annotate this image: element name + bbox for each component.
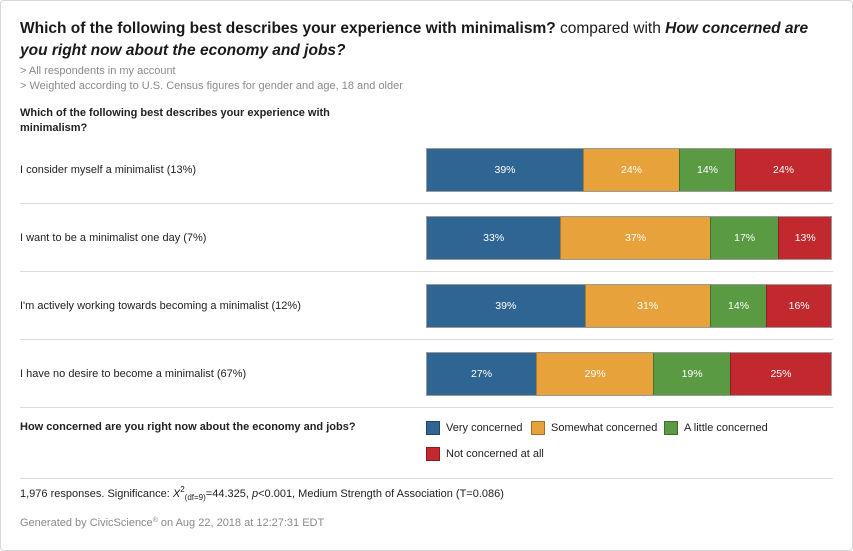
stacked-bar: 39% 31% 14% 16% [426, 284, 832, 328]
legend-swatch [531, 421, 545, 435]
stacked-bar: 39% 24% 14% 24% [426, 148, 832, 192]
legend-item[interactable]: Very concerned [426, 421, 522, 435]
legend-label: Not concerned at all [446, 448, 544, 460]
footer-prefix: Generated by CivicScience [20, 517, 153, 529]
registered-mark: ® [152, 517, 158, 524]
p-label: p [251, 488, 259, 500]
data-label: 37% [625, 232, 647, 244]
bar-segment[interactable]: 14% [709, 285, 767, 327]
title-row-question: Which of the following best describes yo… [20, 20, 556, 37]
data-label: 13% [794, 232, 816, 244]
filter-note: > All respondents in my account [20, 65, 176, 77]
data-label: 39% [494, 164, 516, 176]
legend-label: A little concerned [684, 422, 768, 434]
significance-text: 1,976 responses. Significance: X2(df=9)=… [20, 485, 504, 502]
legend-swatch [426, 447, 440, 461]
p-value: <0.001, Medium Strength of Association (… [258, 488, 504, 500]
data-label: 14% [696, 164, 718, 176]
bar-segment[interactable]: 33% [427, 217, 561, 259]
footer-suffix: on Aug 22, 2018 at 12:27:31 EDT [157, 517, 325, 529]
legend-item[interactable]: A little concerned [664, 421, 768, 435]
data-label: 14% [728, 300, 750, 312]
row-label: I want to be a minimalist one day (7%) [20, 232, 207, 244]
row-label: I consider myself a minimalist (13%) [20, 164, 197, 176]
bar-segment[interactable]: 13% [778, 217, 831, 259]
title-column-question: How concerned are you right now about th… [20, 20, 809, 59]
footer: Generated by CivicScience® on Aug 22, 20… [20, 517, 324, 529]
bar-segment[interactable]: 16% [766, 285, 831, 327]
legend-swatch [426, 421, 440, 435]
row-divider [20, 271, 833, 272]
legend-label: Very concerned [446, 422, 523, 434]
bar-segment[interactable]: 14% [679, 149, 735, 191]
row-divider [20, 339, 833, 340]
data-label: 17% [734, 232, 756, 244]
bar-segment[interactable]: 39% [427, 149, 583, 191]
legend-label: Somewhat concerned [551, 422, 658, 434]
row-divider [20, 407, 833, 408]
bar-segment[interactable]: 17% [709, 217, 779, 259]
row-axis-label: Which of the following best describes yo… [20, 107, 330, 134]
chi-subscript: (df=9) [184, 493, 206, 502]
bar-segment[interactable]: 39% [427, 285, 585, 327]
chi-symbol: X [172, 488, 181, 500]
chi-value: =44.325, [205, 488, 252, 500]
legend-item[interactable]: Not concerned at all [426, 447, 544, 461]
chi-superscript: 2 [180, 485, 185, 494]
bar-segment[interactable]: 19% [653, 353, 730, 395]
weighting-note: > Weighted according to U.S. Census figu… [20, 80, 403, 92]
stacked-bar: 27% 29% 19% 25% [426, 352, 832, 396]
row-label: I have no desire to become a minimalist … [20, 368, 247, 380]
data-label: 19% [681, 368, 703, 380]
data-label: 39% [495, 300, 517, 312]
row-divider [20, 203, 833, 204]
bar-segment[interactable]: 37% [560, 217, 710, 259]
divider [20, 478, 833, 479]
data-label: 16% [788, 300, 810, 312]
bar-segment[interactable]: 24% [735, 149, 831, 191]
bar-segment[interactable]: 29% [536, 353, 654, 395]
chart-title: Which of the following best describes yo… [20, 18, 835, 62]
data-label: 27% [471, 368, 493, 380]
title-connector: compared with [555, 20, 666, 37]
data-label: 25% [770, 368, 792, 380]
data-label: 24% [620, 164, 642, 176]
data-label: 29% [584, 368, 606, 380]
bar-segment[interactable]: 27% [427, 353, 537, 395]
responses-text: 1,976 responses. Significance: [20, 488, 173, 500]
data-label: 24% [772, 164, 794, 176]
data-label: 33% [483, 232, 505, 244]
stacked-bar: 33% 37% 17% 13% [426, 216, 832, 260]
row-label: I'm actively working towards becoming a … [20, 300, 301, 312]
bar-segment[interactable]: 31% [584, 285, 710, 327]
bar-segment[interactable]: 25% [729, 353, 831, 395]
data-label: 31% [637, 300, 659, 312]
legend-title: How concerned are you right now about th… [20, 421, 356, 433]
legend-swatch [664, 421, 678, 435]
bar-segment[interactable]: 24% [583, 149, 679, 191]
legend-item[interactable]: Somewhat concerned [531, 421, 657, 435]
